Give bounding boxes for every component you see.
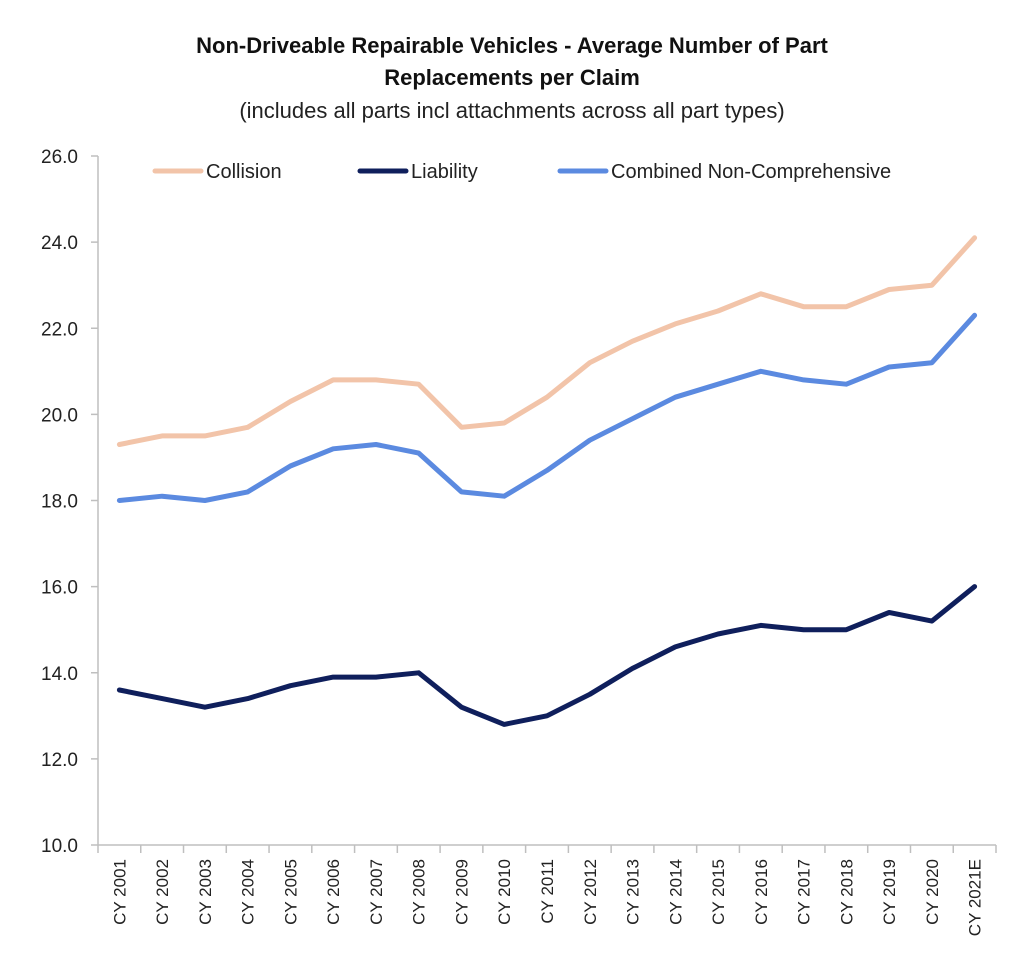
x-tick-label: CY 2017	[795, 859, 814, 925]
x-tick-label: CY 2016	[752, 859, 771, 925]
x-tick-label: CY 2001	[110, 859, 129, 925]
y-tick-label: 20.0	[41, 405, 78, 426]
x-tick-label: CY 2019	[880, 859, 899, 925]
y-tick-label: 26.0	[41, 147, 78, 168]
x-tick-label: CY 2015	[709, 859, 728, 925]
x-tick-label: CY 2003	[196, 859, 215, 925]
x-tick-label: CY 2021E	[966, 859, 985, 936]
legend-label: Liability	[411, 161, 478, 183]
y-tick-label: 16.0	[41, 578, 78, 599]
x-tick-label: CY 2004	[239, 859, 258, 925]
x-tick-label: CY 2011	[538, 859, 557, 924]
x-tick-label: CY 2014	[666, 859, 685, 925]
y-axis: 10.0 12.0 14.0 16.0 18.0 20.0 22.0 24.0 26.0	[41, 147, 99, 857]
x-tick-label: CY 2002	[153, 859, 172, 925]
chart-title-line-1: Non-Driveable Repairable Vehicles - Aver…	[196, 33, 828, 58]
x-tick-label: CY 2012	[581, 859, 600, 925]
series-lines	[116, 235, 978, 727]
y-tick-label: 14.0	[41, 664, 78, 685]
series-line-0	[116, 235, 978, 447]
chart-title-line-2: Replacements per Claim	[384, 65, 640, 90]
x-tick-label: CY 2009	[452, 859, 471, 925]
legend: Collision Liability Combined Non-Comprehen…	[152, 161, 891, 183]
legend-label: Combined Non-Comprehensive	[611, 161, 891, 183]
y-tick-label: 24.0	[41, 233, 78, 254]
y-tick-label: 18.0	[41, 492, 78, 513]
x-tick-label: CY 2013	[624, 859, 643, 925]
series-line-1	[116, 584, 978, 727]
series-line-2	[116, 312, 978, 503]
x-tick-label: CY 2008	[410, 859, 429, 925]
x-axis: CY 2001 CY 2002 CY 2003 CY 2004 CY 2005 CY 20…	[97, 844, 997, 936]
chart-subtitle: (includes all parts incl attachments acr…	[239, 98, 785, 123]
legend-label: Collision	[206, 161, 282, 183]
y-tick-label: 10.0	[41, 836, 78, 857]
x-tick-label: CY 2007	[367, 859, 386, 925]
y-tick-label: 22.0	[41, 319, 78, 340]
x-tick-label: CY 2006	[324, 859, 343, 925]
x-tick-label: CY 2010	[495, 859, 514, 925]
x-tick-label: CY 2018	[837, 859, 856, 925]
y-tick-label: 12.0	[41, 750, 78, 771]
x-tick-label: CY 2005	[281, 859, 300, 925]
x-tick-label: CY 2020	[923, 859, 942, 925]
